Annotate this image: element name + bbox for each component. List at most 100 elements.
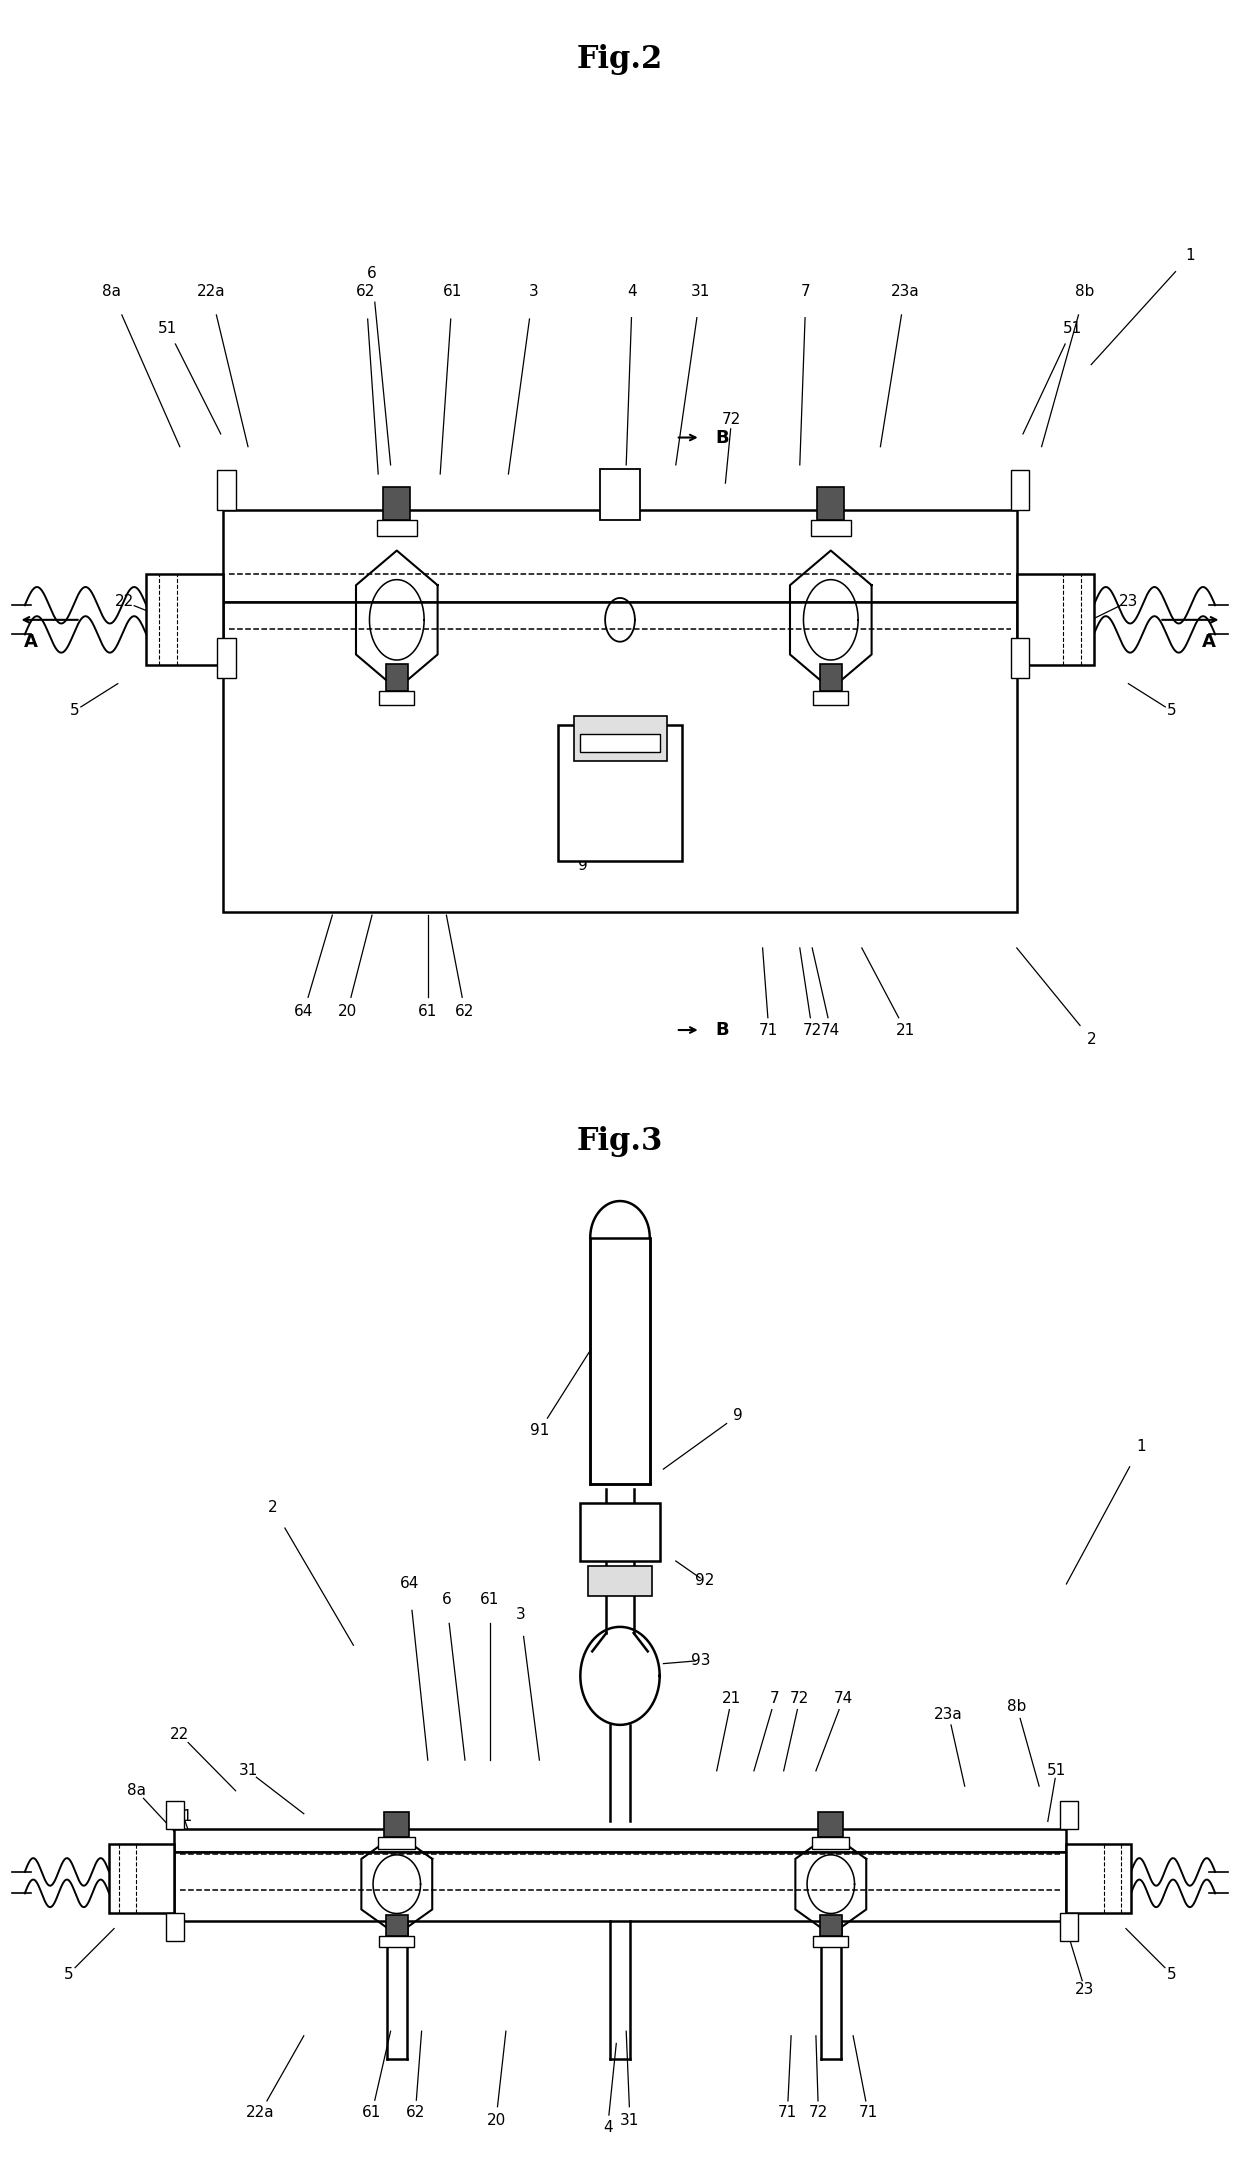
Text: 9: 9	[578, 858, 588, 873]
Text: 71: 71	[777, 2105, 797, 2121]
Bar	[817, 487, 844, 520]
Text: 74: 74	[833, 1692, 853, 1707]
Bar	[377, 520, 417, 535]
Bar	[217, 639, 236, 678]
Text: 3: 3	[528, 284, 538, 299]
Bar	[166, 1913, 184, 1941]
Text: 1: 1	[1185, 247, 1195, 262]
Text: 7: 7	[801, 284, 811, 299]
Text: 62: 62	[405, 2105, 425, 2121]
Text: 8b: 8b	[1075, 284, 1095, 299]
Text: 23: 23	[1118, 593, 1138, 609]
Bar	[558, 726, 682, 862]
Bar	[383, 487, 410, 520]
Text: 6: 6	[441, 1592, 451, 1607]
Text: 71: 71	[858, 2105, 878, 2121]
Text: 3: 3	[516, 1607, 526, 1622]
Text: 20: 20	[486, 2112, 506, 2127]
Text: 6: 6	[367, 266, 377, 282]
Bar	[600, 468, 640, 520]
Text: 2: 2	[1086, 1031, 1096, 1046]
Bar	[811, 520, 851, 535]
Bar	[223, 511, 1017, 602]
Bar	[378, 1837, 415, 1850]
Text: 22a: 22a	[246, 2105, 275, 2121]
Text: 8a: 8a	[126, 1783, 146, 1798]
Bar	[166, 1802, 184, 1828]
Bar	[386, 1915, 408, 1936]
Text: 5: 5	[1167, 1967, 1177, 1982]
Text: 8b: 8b	[1007, 1698, 1027, 1713]
Text: 23a: 23a	[934, 1707, 963, 1722]
Text: 74: 74	[821, 1022, 841, 1038]
Text: 92: 92	[694, 1573, 714, 1588]
Text: 5: 5	[1167, 704, 1177, 719]
Text: Fig.2: Fig.2	[577, 43, 663, 76]
Text: 23a: 23a	[890, 284, 920, 299]
Text: 22: 22	[170, 1726, 190, 1741]
Bar	[813, 1936, 848, 1947]
Bar	[1011, 639, 1029, 678]
Text: 64: 64	[399, 1577, 419, 1592]
Bar	[379, 1936, 414, 1947]
Text: 61: 61	[480, 1592, 500, 1607]
Bar	[379, 691, 414, 704]
Text: 22a: 22a	[196, 284, 226, 299]
Text: 31: 31	[238, 1763, 258, 1778]
Bar	[384, 1813, 409, 1837]
Text: 21: 21	[722, 1692, 742, 1707]
Bar	[820, 663, 842, 691]
Text: 72: 72	[790, 1692, 810, 1707]
Bar	[217, 470, 236, 511]
Text: 7: 7	[770, 1692, 780, 1707]
Text: 20: 20	[337, 1005, 357, 1020]
Bar	[146, 574, 223, 665]
Bar	[174, 1828, 1066, 1852]
Text: 71: 71	[759, 1022, 779, 1038]
Text: 62: 62	[356, 284, 376, 299]
Text: 5: 5	[69, 704, 79, 719]
Bar	[812, 1837, 849, 1850]
Text: 91: 91	[529, 1423, 549, 1438]
Bar	[109, 1843, 174, 1913]
Text: Fig.3: Fig.3	[577, 1126, 663, 1157]
Text: 31: 31	[620, 2112, 640, 2127]
Text: 23: 23	[1075, 1982, 1095, 1997]
Text: 22: 22	[114, 593, 134, 609]
Bar	[386, 663, 408, 691]
Text: A: A	[1202, 632, 1216, 650]
Bar	[174, 1852, 1066, 1921]
Text: 1: 1	[1136, 1438, 1146, 1453]
Bar	[223, 602, 1017, 912]
Text: 2: 2	[268, 1499, 278, 1514]
Bar	[580, 734, 660, 752]
Text: 61: 61	[418, 1005, 438, 1020]
Bar	[818, 1813, 843, 1837]
Text: 4: 4	[603, 2121, 613, 2136]
Text: B: B	[715, 429, 729, 446]
Text: 72: 72	[722, 412, 742, 427]
Bar	[573, 715, 667, 760]
Text: 21: 21	[895, 1022, 915, 1038]
Text: 51: 51	[174, 1809, 193, 1824]
Bar	[813, 691, 848, 704]
Text: 4: 4	[627, 284, 637, 299]
Text: A: A	[24, 632, 38, 650]
Text: 51: 51	[1063, 321, 1083, 336]
Text: 61: 61	[443, 284, 463, 299]
Bar	[820, 1915, 842, 1936]
Text: 31: 31	[691, 284, 711, 299]
Bar	[1060, 1802, 1078, 1828]
Text: 61: 61	[362, 2105, 382, 2121]
Text: 72: 72	[808, 2105, 828, 2121]
Text: 93: 93	[691, 1653, 711, 1668]
Text: 8a: 8a	[102, 284, 122, 299]
Text: 9: 9	[733, 1408, 743, 1423]
Text: 51: 51	[157, 321, 177, 336]
Text: 72: 72	[802, 1022, 822, 1038]
Bar	[590, 1237, 650, 1484]
Bar	[1066, 1843, 1131, 1913]
Text: 5: 5	[63, 1967, 73, 1982]
Bar	[1011, 470, 1029, 511]
Text: 64: 64	[294, 1005, 314, 1020]
